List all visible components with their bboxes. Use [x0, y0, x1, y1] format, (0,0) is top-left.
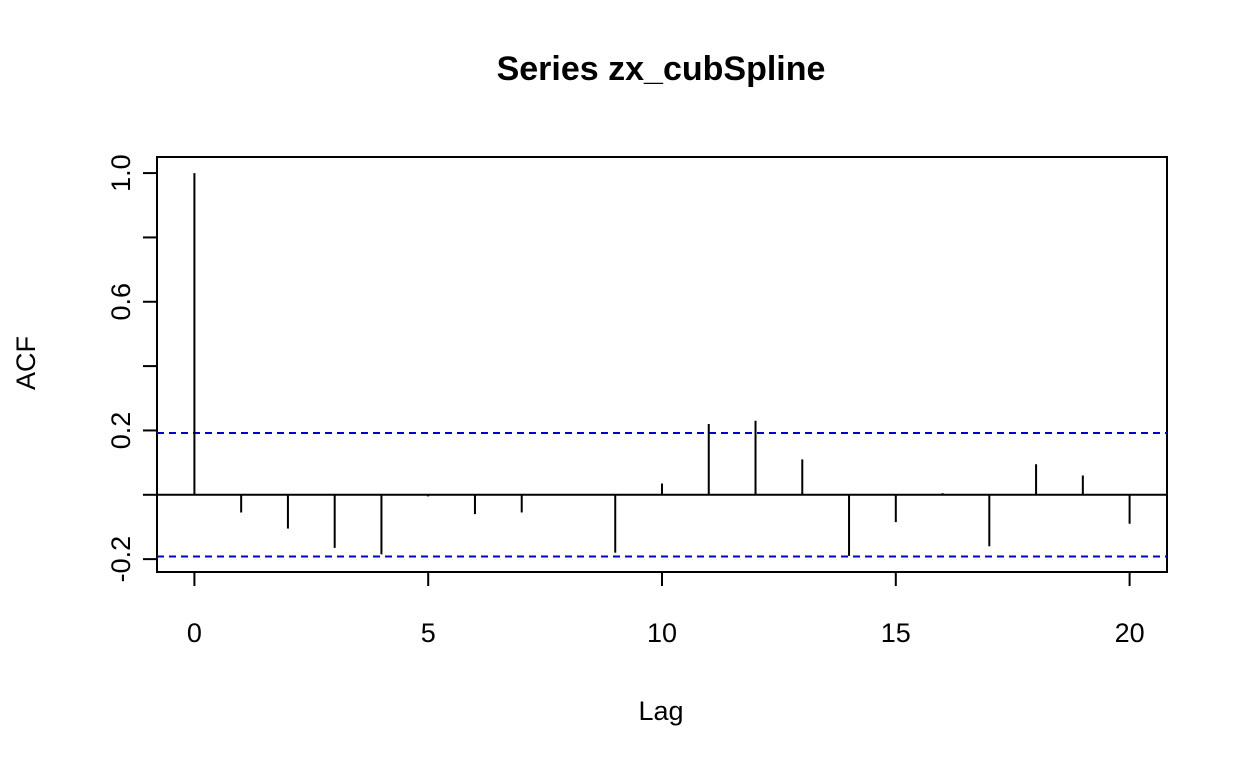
y-tick-label: 0.6 — [106, 283, 136, 321]
chart-title: Series zx_cubSpline — [497, 50, 826, 88]
y-axis: -0.2 0.2 0.6 1.0 — [106, 154, 158, 583]
x-tick-label: 15 — [881, 618, 911, 648]
plot-frame — [156, 156, 1168, 573]
x-tick-label: 5 — [421, 618, 436, 648]
y-axis-title: ACF — [11, 336, 41, 390]
acf-bars — [193, 173, 1131, 556]
y-tick-label: 0.2 — [106, 412, 136, 450]
y-tick-label: -0.2 — [106, 536, 136, 583]
x-axis: 0 5 10 15 20 — [187, 571, 1145, 648]
x-tick-label: 20 — [1115, 618, 1145, 648]
x-tick-label: 10 — [647, 618, 677, 648]
y-tick-label: 1.0 — [106, 154, 136, 192]
x-tick-label: 0 — [187, 618, 202, 648]
x-axis-title: Lag — [638, 696, 683, 726]
